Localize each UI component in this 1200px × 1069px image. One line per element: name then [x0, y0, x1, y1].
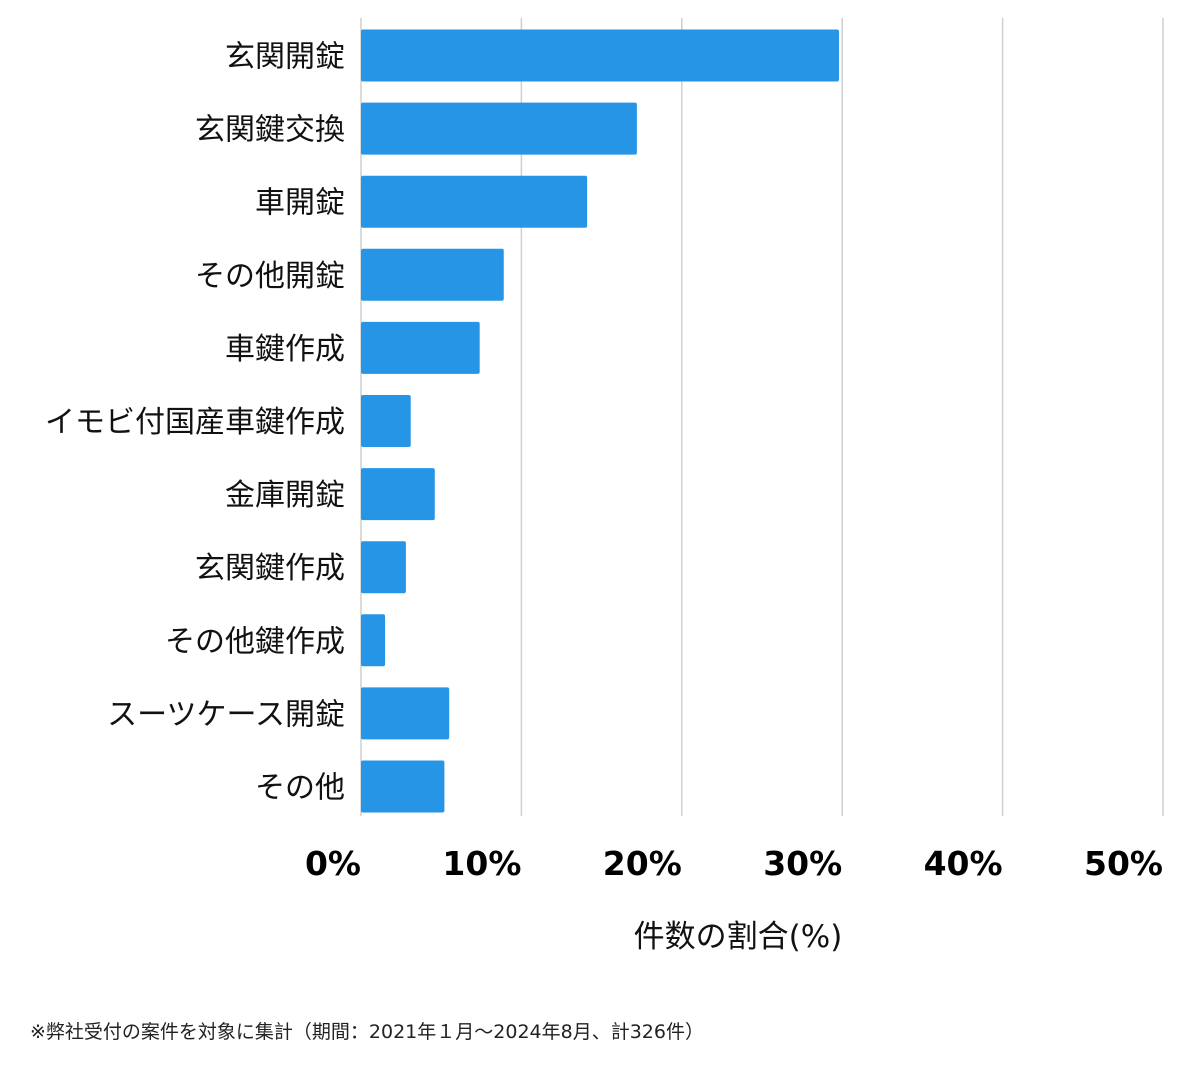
bar — [361, 29, 839, 82]
bars — [361, 29, 839, 813]
category-label: 車鍵作成 — [225, 332, 345, 367]
category-label: 車開錠 — [255, 186, 345, 221]
category-label: 玄関鍵作成 — [195, 551, 345, 586]
category-label: イモビ付国産車鍵作成 — [45, 405, 345, 440]
bar — [361, 614, 386, 667]
x-tick-label: 40% — [924, 844, 1003, 883]
bar — [361, 321, 480, 374]
x-tick-label: 0% — [305, 844, 361, 883]
bar — [361, 760, 445, 813]
category-label: 玄関開錠 — [225, 40, 345, 75]
category-label: その他鍵作成 — [165, 624, 345, 659]
bar — [361, 395, 411, 447]
bar — [361, 102, 637, 155]
category-label: 金庫開錠 — [225, 478, 345, 513]
category-label: その他 — [255, 771, 345, 806]
x-tick-label: 50% — [1084, 844, 1163, 883]
x-tick-label: 10% — [442, 844, 521, 883]
footnote: ※弊社受付の案件を対象に集計（期間：2021年１月〜2024年8月、計326件） — [30, 1021, 704, 1043]
x-axis-title: 件数の割合(%) — [634, 919, 843, 955]
category-label: スーツケース開錠 — [107, 697, 345, 732]
x-tick-labels: 0% 10% 20% 30% 40% 50% — [305, 844, 1163, 883]
bar — [361, 687, 450, 740]
x-tick-label: 30% — [763, 844, 842, 883]
bar — [361, 175, 588, 228]
bar — [361, 468, 435, 521]
bar — [361, 541, 406, 594]
category-label: その他開錠 — [195, 259, 345, 294]
category-label: 玄関鍵交換 — [195, 113, 345, 148]
bar — [361, 248, 504, 301]
category-labels: 玄関開錠玄関鍵交換車開錠その他開錠車鍵作成イモビ付国産車鍵作成金庫開錠玄関鍵作成… — [45, 40, 345, 806]
x-tick-label: 20% — [603, 844, 682, 883]
